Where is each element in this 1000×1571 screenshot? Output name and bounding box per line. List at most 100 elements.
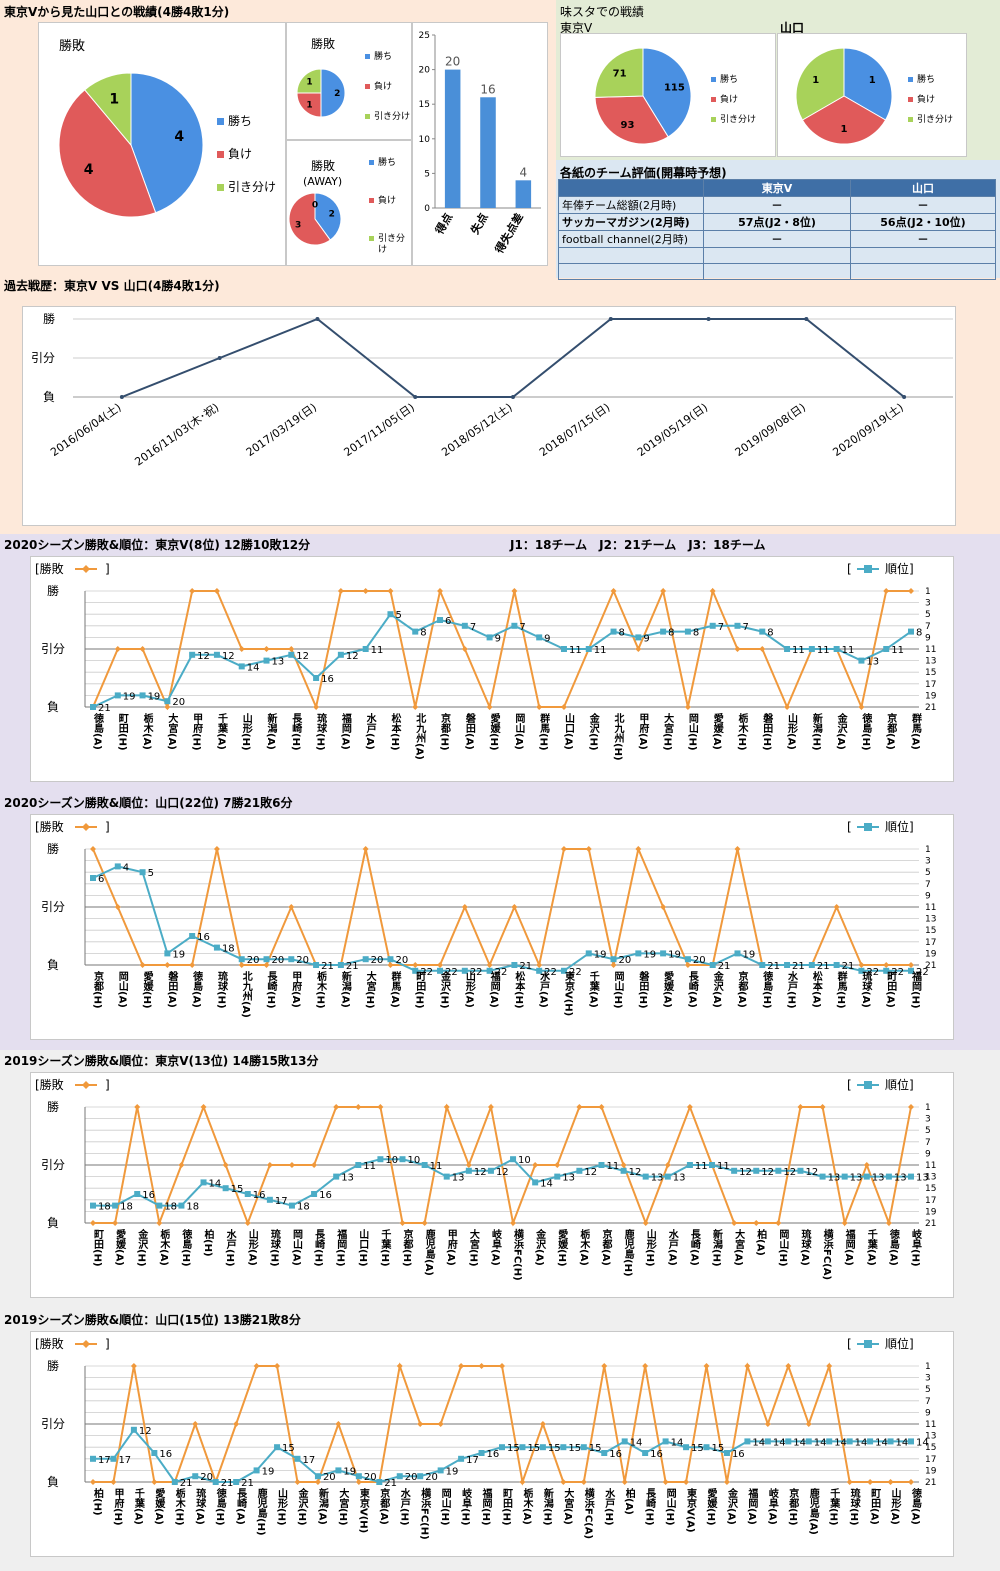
rank-label: 20 xyxy=(323,1472,336,1483)
pie-slice-label: 93 xyxy=(621,120,635,131)
pie-slice-label: 71 xyxy=(613,69,627,80)
rank-tick-label: 3 xyxy=(925,857,931,867)
x-tick-label: 大宮(H) xyxy=(364,970,376,1009)
ajista-yamaguchi-panel: 1 1 1 勝ち 負け 引き分け xyxy=(777,33,967,157)
rank-label: 14 xyxy=(855,1437,868,1448)
rank-tick-label: 17 xyxy=(925,1455,936,1465)
rank-point xyxy=(253,1467,260,1474)
x-tick-label: 琉球(H) xyxy=(268,1228,280,1267)
history-panel: 負 引分 勝 2016/06/04(土) 2016/11/03(木･祝) 2017/03/… xyxy=(22,306,956,526)
result-point xyxy=(151,1479,158,1485)
rank-label: 19 xyxy=(446,1466,459,1477)
x-tick-label: 京都(H) xyxy=(787,1487,800,1526)
legend-label: ] xyxy=(105,1337,110,1351)
rank-point xyxy=(288,1202,295,1209)
rank-label: 16 xyxy=(142,1190,155,1201)
x-tick-label: 横浜FC(A) xyxy=(821,1228,833,1280)
result-point xyxy=(110,1479,117,1485)
result-point xyxy=(684,962,691,968)
legend-label: [ xyxy=(847,820,852,834)
yamaguchi-2019-panel: [勝敗][順位] 1 3 5 7 9 11 13 15 17 19 21 勝引分負 17 17 12 16 21 2… xyxy=(30,1331,954,1557)
result-point xyxy=(114,646,121,652)
rank-label: 19 xyxy=(742,949,755,960)
x-tick-label: 柏(A) xyxy=(755,1228,767,1256)
rank-label: 18 xyxy=(222,944,235,955)
legend-label: [勝敗 xyxy=(35,819,64,834)
result-point xyxy=(560,1479,567,1485)
y-tick-label: 勝 xyxy=(47,841,59,856)
rank-point xyxy=(764,1438,771,1445)
x-tick-label: 2018/05/12(土) xyxy=(439,401,514,459)
rank-label: 16 xyxy=(159,1449,172,1460)
y-tick-label: 負 xyxy=(47,958,59,972)
rank-label: 9 xyxy=(495,633,501,644)
rank-label: 6 xyxy=(445,616,451,627)
result-point xyxy=(635,646,642,652)
rank-label: 7 xyxy=(470,622,476,633)
x-tick-label: 福岡(H) xyxy=(335,1228,348,1267)
rank-point xyxy=(313,962,320,968)
result-point xyxy=(313,704,320,710)
x-tick-label: 福岡(H) xyxy=(910,970,923,1009)
x-tick-label: 失点 xyxy=(467,211,490,237)
rank-point xyxy=(362,646,369,652)
rank-point xyxy=(263,956,270,963)
evaluation-table: 東京V 山口 年俸チーム総額(2月時) －－ サッカーマガジン(2月時) 57点(J… xyxy=(558,179,996,280)
pie-slice xyxy=(594,47,644,98)
result-point xyxy=(213,588,220,594)
bar xyxy=(480,97,496,208)
x-tick-label: 甲府(A) xyxy=(445,1229,457,1266)
x-tick-label: 金沢(A) xyxy=(725,1487,738,1525)
x-tick-label: 2018/07/15(日) xyxy=(537,401,612,459)
rank-label: 16 xyxy=(732,1449,745,1460)
result-point xyxy=(238,962,245,968)
x-tick-label: 鹿児島(A) xyxy=(423,1228,436,1276)
x-tick-label: 横浜FC(H) xyxy=(419,1487,431,1540)
rank-point xyxy=(536,634,543,641)
result-point xyxy=(437,588,444,594)
rank-point xyxy=(313,675,320,681)
rank-label: 12 xyxy=(474,1167,487,1178)
evaluation-header-team-a: 東京V xyxy=(703,179,851,197)
rank-point xyxy=(723,1450,730,1456)
x-tick-label: 甲府(A) xyxy=(290,971,302,1008)
rank-point xyxy=(90,875,96,881)
rank-label: 14 xyxy=(209,1178,222,1189)
evaluation-value-a: 57点(J2・8位) xyxy=(703,213,851,231)
evaluation-row: サッカーマガジン(2月時) 57点(J2・8位) 56点(J2・10位) xyxy=(558,213,996,231)
rank-point xyxy=(532,1179,539,1186)
rank-label: 8 xyxy=(916,628,922,639)
x-tick-label: 長崎(H) xyxy=(265,971,277,1009)
x-tick-label: 千葉(H) xyxy=(828,1487,841,1526)
x-tick-label: 千葉(A) xyxy=(587,970,600,1008)
result-point xyxy=(437,962,444,968)
x-tick-label: 長崎(A) xyxy=(235,1488,247,1525)
x-tick-label: 栃木(H) xyxy=(315,970,328,1009)
rank-label: 15 xyxy=(691,1443,704,1454)
result-point xyxy=(723,1479,730,1485)
legend-label: 順位] xyxy=(885,1077,914,1092)
league-note: J1：18チーム J2：21チーム J3：18チーム xyxy=(510,538,766,552)
rank-label: 14 xyxy=(630,1437,643,1448)
result-point xyxy=(532,1162,539,1168)
y-tick-label: 10 xyxy=(419,135,431,145)
legend-swatch xyxy=(82,1340,90,1348)
result-point xyxy=(686,1104,693,1110)
x-tick-label: 町田(H) xyxy=(92,1229,104,1267)
rank-label: 22 xyxy=(866,967,879,978)
rank-point xyxy=(683,1444,690,1451)
x-tick-label: 町田(H) xyxy=(116,713,128,751)
result-point xyxy=(417,1421,424,1427)
result-point xyxy=(867,1479,874,1485)
legend-label: [勝敗 xyxy=(35,1336,64,1351)
goal-bar-chart: 0 5 10 15 20 25 20 得点 16 失点 4 得失点差 xyxy=(419,31,541,256)
evaluation-value-b: 56点(J2・10位) xyxy=(850,213,996,231)
rank-label: 13 xyxy=(894,1173,907,1184)
x-tick-label: 岐阜(A) xyxy=(766,1487,778,1525)
x-tick-label: 千葉(A) xyxy=(215,712,228,750)
rank-label: 19 xyxy=(668,949,681,960)
rank-point xyxy=(90,704,96,710)
y-tick-label: 勝 xyxy=(47,1358,59,1373)
